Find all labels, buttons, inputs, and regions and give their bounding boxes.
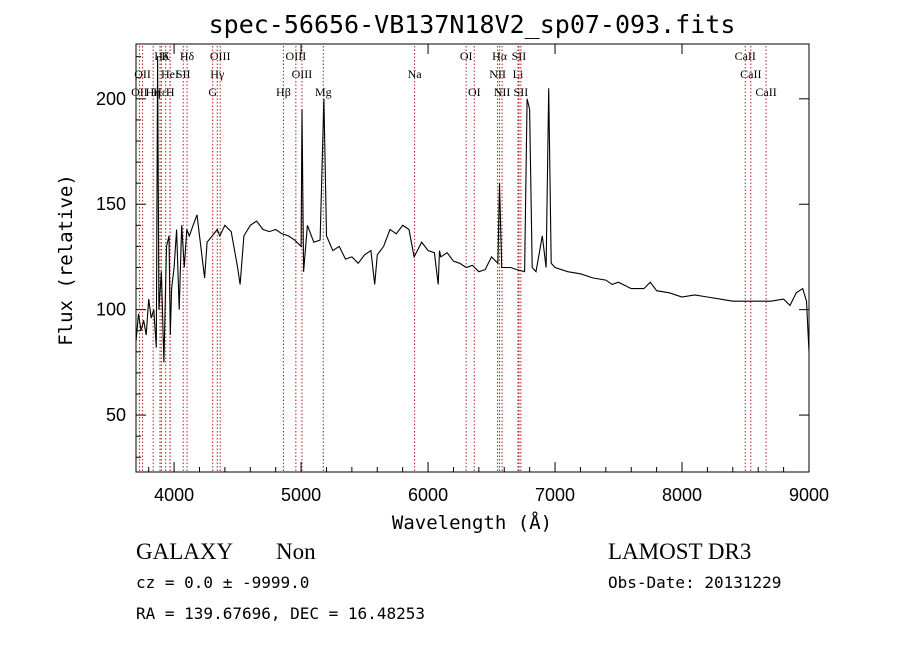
object-subclass: Non (276, 539, 316, 564)
spectrum-line (135, 56, 810, 363)
x-tick-label: 6000 (408, 485, 448, 505)
coordinates: RA = 139.67696, DEC = 16.48253 (136, 604, 425, 623)
line-marker-label: SII (512, 49, 527, 63)
line-marker-label: SII (514, 85, 529, 99)
line-marker-label: Hε (153, 85, 167, 99)
line-marker-label: Hγ (210, 67, 225, 81)
line-marker-label: OIII (286, 49, 307, 63)
y-tick-label: 150 (96, 194, 126, 214)
y-axis-label: Flux (relative) (55, 174, 77, 346)
object-class: GALAXY (136, 539, 233, 564)
line-marker-label: Hδ (180, 49, 195, 63)
x-tick-label: 7000 (535, 485, 575, 505)
axis-ticks: 4000 5000 6000 7000 8000 9000 50 100 150 200 (96, 44, 829, 505)
y-tick-label: 200 (96, 89, 126, 109)
line-marker-label: Na (408, 67, 423, 81)
redshift-cz: cz = 0.0 ± -9999.0 (136, 573, 309, 592)
x-tick-label: 8000 (662, 485, 702, 505)
line-marker-label: H (166, 85, 175, 99)
line-marker-label: Hη (146, 85, 161, 99)
y-tick-label: 100 (96, 300, 126, 320)
line-marker-label: CaII (735, 49, 756, 63)
chart-title: spec-56656-VB137N18V2_sp07-093.fits (209, 10, 736, 39)
x-tick-label: 9000 (789, 485, 829, 505)
line-marker-label: Hα (492, 49, 508, 63)
line-marker-label: OIII (210, 49, 231, 63)
line-marker-label: NII (489, 67, 506, 81)
line-marker-label: Mg (315, 85, 332, 99)
line-marker-label: G (208, 85, 217, 99)
line-marker-label: Li (513, 67, 524, 81)
plot-frame (135, 43, 810, 473)
x-tick-label: 5000 (281, 485, 321, 505)
line-marker-label: SII (176, 67, 191, 81)
line-marker-label: OII (134, 67, 151, 81)
x-tick-label: 4000 (154, 485, 194, 505)
line-marker-label: OIII (292, 67, 313, 81)
line-marker-label: OII (131, 85, 148, 99)
line-marker-label: Hβ (276, 85, 291, 99)
line-marker-label: CaII (755, 85, 776, 99)
observation-date: Obs-Date: 20131229 (608, 573, 781, 592)
y-tick-label: 50 (106, 405, 126, 425)
survey-name: LAMOST DR3 (608, 539, 751, 564)
x-axis-label: Wavelength (Å) (392, 511, 552, 534)
line-marker-label: CaII (740, 67, 761, 81)
line-marker-label: OI (468, 85, 481, 99)
line-marker-label: K (161, 49, 170, 63)
line-marker-label: NII (494, 85, 511, 99)
line-marker-label: OI (460, 49, 473, 63)
